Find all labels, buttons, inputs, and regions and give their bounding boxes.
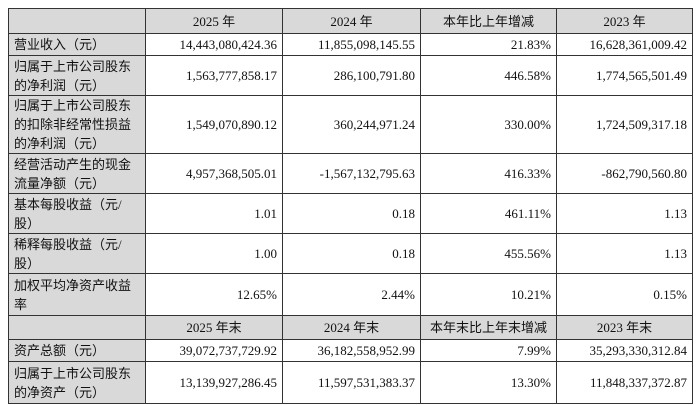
cell-value: 1.13 [556, 233, 693, 274]
table-row: 经营活动产生的现金流量净额（元） 4,957,368,505.01 -1,567,1… [8, 153, 693, 194]
cell-value: 21.83% [420, 33, 557, 56]
cell-value: 7.99% [420, 339, 557, 362]
cell-value: 11,848,337,372.87 [556, 361, 693, 404]
cell-value: 2.44% [282, 273, 421, 316]
header-row: 2025 年末 2024 年末 本年末比上年末增减 2023 年末 [8, 315, 693, 340]
cell-value: 446.58% [420, 55, 557, 96]
column-header [8, 315, 146, 340]
cell-value: -862,790,560.80 [556, 153, 693, 194]
cell-value: 1,549,070,890.12 [145, 95, 283, 154]
row-label: 加权平均净资产收益率 [8, 273, 146, 316]
cell-value: 1.13 [556, 193, 693, 234]
cell-value: 360,244,971.24 [282, 95, 421, 154]
row-label: 经营活动产生的现金流量净额（元） [8, 153, 146, 194]
column-header: 2025 年 [145, 8, 283, 34]
cell-value: 11,597,531,383.37 [282, 361, 421, 404]
row-label: 营业收入（元） [8, 33, 146, 56]
table-row: 归属于上市公司股东的扣除非经常性损益的净利润（元） 1,549,070,890.1… [8, 95, 693, 154]
header-row: 2025 年 2024 年本年比上年增减 2023 年 [8, 8, 693, 34]
table-row: 归属于上市公司股东的净利润（元） 1,563,777,858.17 286,100,… [8, 55, 693, 96]
cell-value: 1,774,565,501.49 [556, 55, 693, 96]
cell-value: 416.33% [420, 153, 557, 194]
column-header: 本年末比上年末增减 [420, 315, 557, 340]
cell-value: 10.21% [420, 273, 557, 316]
financial-summary-table: 2025 年 2024 年本年比上年增减 2023 年营业收入（元） 14,443,0… [8, 8, 693, 404]
table-row: 资产总额（元） 39,072,737,729.92 36,182,558,952.9… [8, 339, 693, 362]
column-header: 本年比上年增减 [420, 8, 557, 34]
cell-value: 16,628,361,009.42 [556, 33, 693, 56]
cell-value: 1,724,509,317.18 [556, 95, 693, 154]
cell-value: 330.00% [420, 95, 557, 154]
cell-value: 0.18 [282, 233, 421, 274]
cell-value: 12.65% [145, 273, 283, 316]
table-row: 稀释每股收益（元/股） 1.00 0.18 455.56% 1.13 [8, 233, 693, 274]
row-label: 稀释每股收益（元/股） [8, 233, 146, 274]
row-label: 资产总额（元） [8, 339, 146, 362]
column-header: 2023 年末 [556, 315, 693, 340]
column-header: 2024 年 [282, 8, 421, 34]
cell-value: 0.18 [282, 193, 421, 234]
row-label: 基本每股收益（元/股） [8, 193, 146, 234]
cell-value: -1,567,132,795.63 [282, 153, 421, 194]
row-label: 归属于上市公司股东的净利润（元） [8, 55, 146, 96]
cell-value: 1,563,777,858.17 [145, 55, 283, 96]
row-label: 归属于上市公司股东的扣除非经常性损益的净利润（元） [8, 95, 146, 154]
cell-value: 4,957,368,505.01 [145, 153, 283, 194]
cell-value: 1.00 [145, 233, 283, 274]
cell-value: 455.56% [420, 233, 557, 274]
cell-value: 0.15% [556, 273, 693, 316]
cell-value: 35,293,330,312.84 [556, 339, 693, 362]
row-label: 归属于上市公司股东的净资产（元） [8, 361, 146, 404]
cell-value: 14,443,080,424.36 [145, 33, 283, 56]
table-row: 基本每股收益（元/股） 1.01 0.18 461.11% 1.13 [8, 193, 693, 234]
cell-value: 11,855,098,145.55 [282, 33, 421, 56]
cell-value: 461.11% [420, 193, 557, 234]
table-row: 营业收入（元） 14,443,080,424.36 11,855,098,145.5… [8, 33, 693, 56]
table-row: 加权平均净资产收益率 12.65% 2.44% 10.21% 0.15% [8, 273, 693, 316]
cell-value: 39,072,737,729.92 [145, 339, 283, 362]
cell-value: 1.01 [145, 193, 283, 234]
cell-value: 286,100,791.80 [282, 55, 421, 96]
table-row: 归属于上市公司股东的净资产（元） 13,139,927,286.45 11,597,… [8, 361, 693, 404]
cell-value: 36,182,558,952.99 [282, 339, 421, 362]
column-header: 2023 年 [556, 8, 693, 34]
cell-value: 13.30% [420, 361, 557, 404]
column-header: 2025 年末 [145, 315, 283, 340]
column-header [8, 8, 146, 34]
column-header: 2024 年末 [282, 315, 421, 340]
cell-value: 13,139,927,286.45 [145, 361, 283, 404]
